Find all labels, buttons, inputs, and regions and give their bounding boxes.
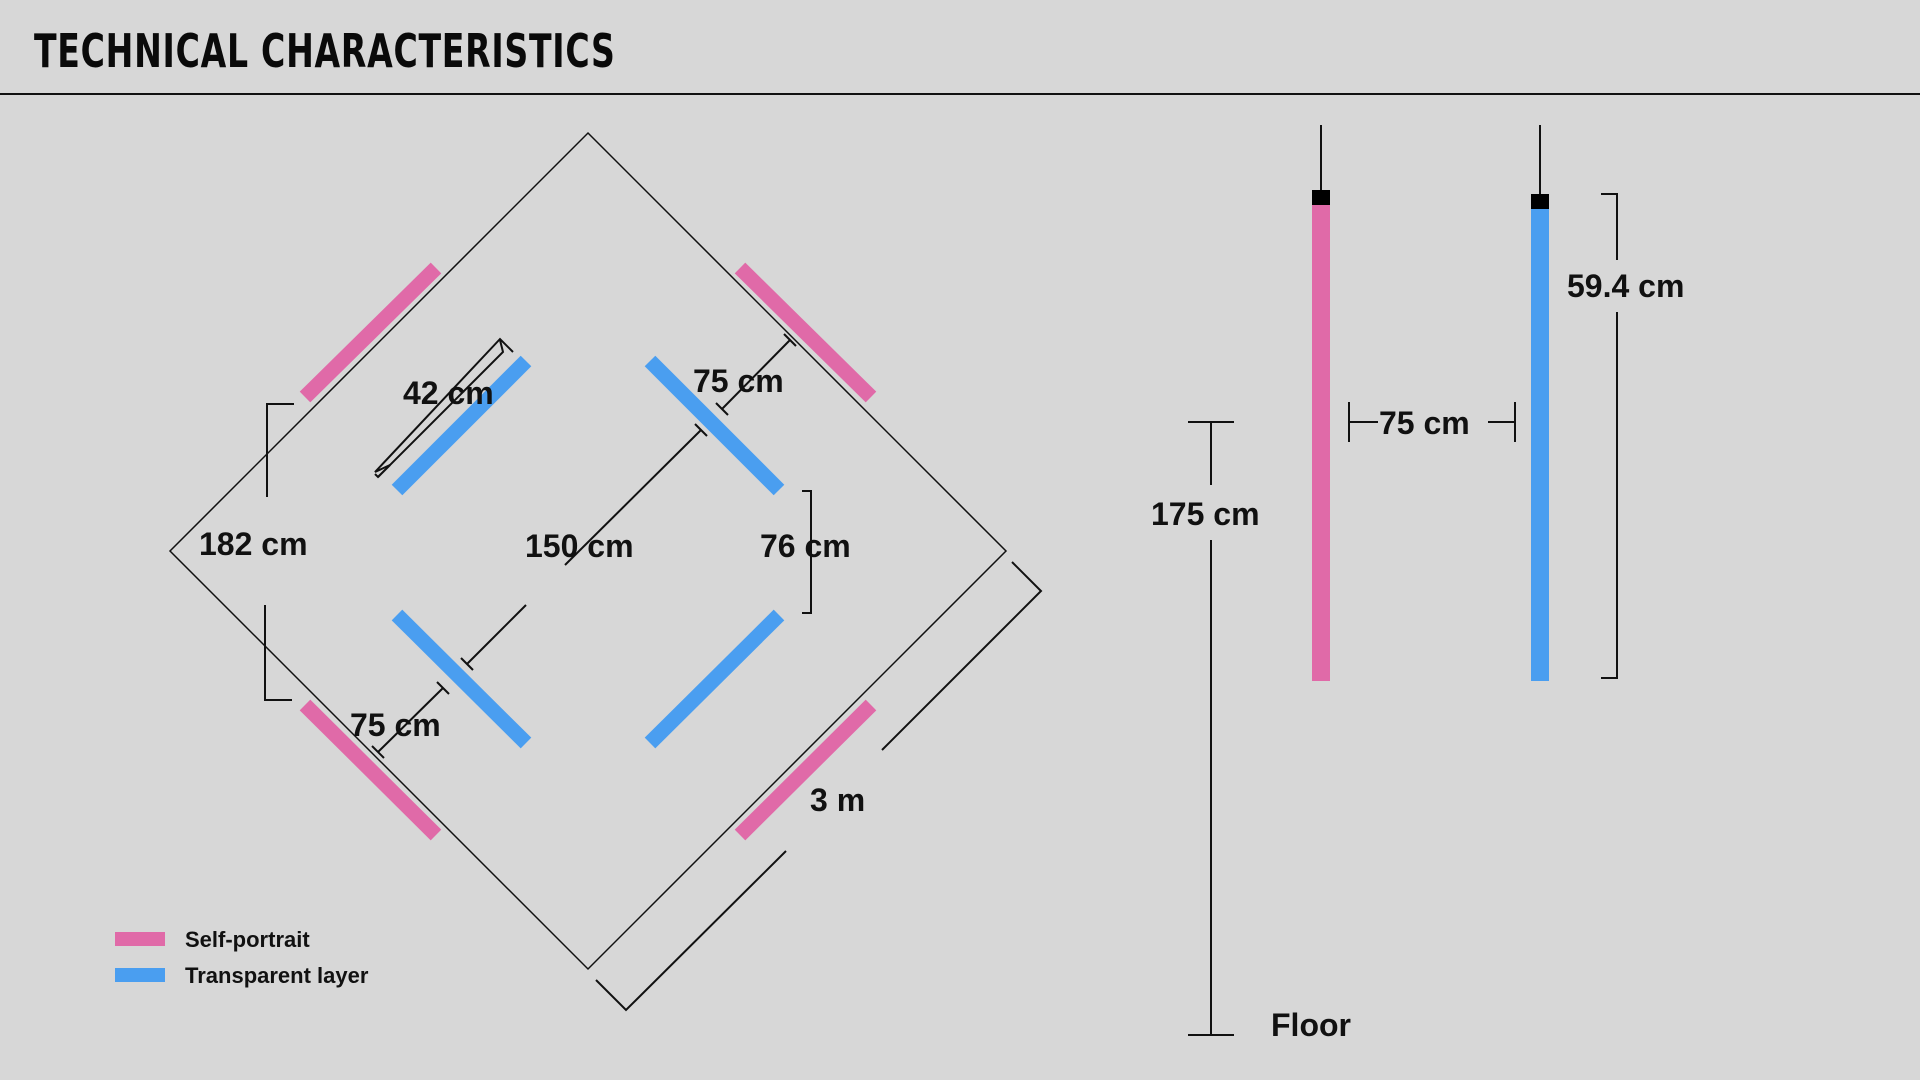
label-182-cm: 182 cm: [199, 526, 308, 562]
label-76-cm: 76 cm: [760, 528, 851, 564]
self-portrait-panel-bottom-right: [734, 699, 877, 841]
dimension-75-bottom-line: [371, 681, 450, 759]
dimension-182-bracket: [264, 403, 294, 701]
legend: Self-portrait Transparent layer: [115, 927, 369, 988]
hanger-left: [1312, 190, 1330, 205]
label-75-cm-spacing: 75 cm: [1379, 405, 1470, 441]
dimension-75-spacing: [1348, 402, 1516, 442]
transparent-layer-panels: [391, 355, 785, 749]
transparent-panel-top-right: [644, 355, 785, 496]
legend-swatch-transparent-layer: [115, 968, 165, 982]
label-42-cm: 42 cm: [403, 375, 494, 411]
dimension-42-line: [374, 337, 514, 473]
transparent-panel-bottom-left: [391, 609, 532, 749]
elevation-view: 75 cm 59.4 cm 175 cm Floor: [1151, 125, 1684, 1043]
dimension-150-line: [460, 423, 708, 671]
dimension-75-top-line: [715, 333, 797, 416]
self-portrait-side-view: [1312, 205, 1330, 681]
hanger-right: [1531, 194, 1549, 209]
transparent-layer-side-view: [1531, 209, 1549, 681]
dimension-594-bracket: [1601, 193, 1618, 679]
floor-label: Floor: [1271, 1007, 1351, 1043]
label-175-cm: 175 cm: [1151, 496, 1260, 532]
label-75-cm-top: 75 cm: [693, 363, 784, 399]
plan-view: 42 cm 75 cm 182 cm 150 cm 76 cm 75 cm 3 …: [168, 131, 1043, 1012]
dimension-3m-line: [595, 561, 1043, 1012]
label-594-cm: 59.4 cm: [1567, 268, 1684, 304]
page-title: TECHNICAL CHARACTERISTICS: [34, 24, 616, 78]
dimension-175-line: [1188, 421, 1234, 1036]
self-portrait-panels: [299, 262, 877, 841]
self-portrait-panel-top-left: [299, 262, 442, 403]
dimension-76-bracket: [802, 490, 812, 614]
label-150-cm: 150 cm: [525, 528, 634, 564]
legend-swatch-self-portrait: [115, 932, 165, 946]
transparent-panel-bottom-right: [644, 609, 785, 749]
self-portrait-panel-top-right: [734, 262, 877, 403]
transparent-panel-top-left: [391, 355, 532, 496]
legend-label-transparent-layer: Transparent layer: [185, 963, 369, 988]
label-75-cm-bottom: 75 cm: [350, 707, 441, 743]
room-outline: [168, 131, 1008, 971]
header: TECHNICAL CHARACTERISTICS: [0, 0, 1920, 95]
label-3-m: 3 m: [810, 782, 865, 818]
legend-label-self-portrait: Self-portrait: [185, 927, 310, 952]
self-portrait-panel-bottom-left: [299, 699, 442, 841]
